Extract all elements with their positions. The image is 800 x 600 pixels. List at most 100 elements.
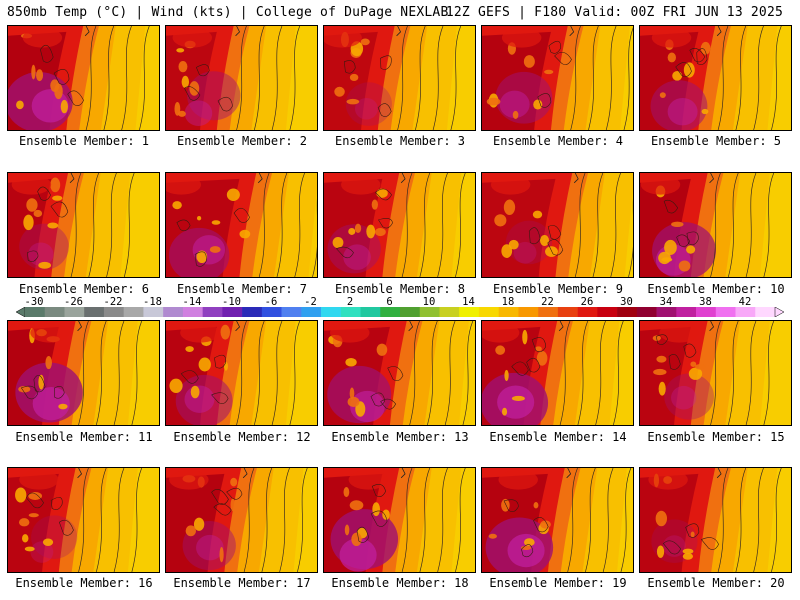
colorbar-segment bbox=[123, 307, 144, 317]
colorbar-segment bbox=[25, 307, 46, 317]
colorbar-segment bbox=[676, 307, 697, 317]
colorbar-tick-label: 6 bbox=[386, 296, 393, 308]
ensemble-member-map bbox=[639, 320, 792, 426]
member-label: Ensemble Member: 6 bbox=[18, 282, 150, 296]
ensemble-member-map bbox=[481, 172, 634, 278]
colorbar-segment bbox=[301, 307, 322, 317]
member-label: Ensemble Member: 3 bbox=[334, 134, 466, 148]
colorbar-tick-label: -14 bbox=[182, 296, 202, 308]
colorbar-segment bbox=[103, 307, 124, 317]
colorbar-segment bbox=[281, 307, 302, 317]
ensemble-member-map bbox=[7, 467, 160, 573]
member-label: Ensemble Member: 18 bbox=[331, 576, 469, 590]
colorbar-segment bbox=[163, 307, 184, 317]
temperature-colorbar bbox=[16, 307, 784, 317]
colorbar-tick-label: -30 bbox=[24, 296, 44, 308]
colorbar-segment bbox=[518, 307, 539, 317]
member-label: Ensemble Member: 11 bbox=[15, 430, 153, 444]
colorbar-tick-label: 38 bbox=[699, 296, 712, 308]
colorbar-segment bbox=[459, 307, 480, 317]
member-label: Ensemble Member: 20 bbox=[647, 576, 785, 590]
colorbar-segment bbox=[242, 307, 263, 317]
colorbar-tick-label: 22 bbox=[541, 296, 554, 308]
colorbar-tick-label: 42 bbox=[738, 296, 752, 308]
colorbar-extend-arrow bbox=[774, 307, 784, 317]
member-label: Ensemble Member: 2 bbox=[176, 134, 308, 148]
colorbar-segment bbox=[202, 307, 223, 317]
ensemble-member-map bbox=[7, 172, 160, 278]
colorbar-tick-label: 30 bbox=[620, 296, 633, 308]
ensemble-member-map bbox=[323, 25, 476, 131]
ensemble-member-map bbox=[481, 25, 634, 131]
colorbar-segment bbox=[380, 307, 401, 317]
colorbar-segment bbox=[557, 307, 578, 317]
colorbar-segment bbox=[400, 307, 421, 317]
member-label: Ensemble Member: 5 bbox=[650, 134, 782, 148]
member-label: Ensemble Member: 1 bbox=[18, 134, 150, 148]
ensemble-member-map bbox=[481, 320, 634, 426]
member-label: Ensemble Member: 13 bbox=[331, 430, 469, 444]
colorbar-tick-label: 14 bbox=[462, 296, 475, 308]
ensemble-member-map bbox=[323, 467, 476, 573]
colorbar-tick-label: 2 bbox=[346, 296, 354, 308]
colorbar-segment bbox=[577, 307, 598, 317]
colorbar-segment bbox=[84, 307, 105, 317]
ensemble-member-map bbox=[7, 320, 160, 426]
colorbar-tick-label: -10 bbox=[222, 296, 241, 308]
colorbar-segment bbox=[636, 307, 657, 317]
colorbar-tick-label: 18 bbox=[501, 296, 515, 308]
member-label: Ensemble Member: 12 bbox=[173, 430, 311, 444]
member-label: Ensemble Member: 19 bbox=[489, 576, 627, 590]
member-label: Ensemble Member: 4 bbox=[492, 134, 624, 148]
model-run-info: 12Z GEFS | F180 Valid: 00Z FRI JUN 13 20… bbox=[445, 5, 783, 20]
ensemble-member-map bbox=[165, 467, 318, 573]
colorbar-extend-arrow bbox=[16, 307, 26, 317]
colorbar-tick-label: 34 bbox=[659, 296, 673, 308]
map-title: 850mb Temp (°C) | Wind (kts) | College o… bbox=[7, 5, 449, 20]
colorbar-segment bbox=[182, 307, 203, 317]
colorbar-segment bbox=[143, 307, 164, 317]
ensemble-member-map bbox=[7, 25, 160, 131]
ensemble-member-map bbox=[165, 172, 318, 278]
colorbar-segment bbox=[735, 307, 756, 317]
colorbar-segment bbox=[44, 307, 65, 317]
ensemble-member-map bbox=[165, 320, 318, 426]
member-label: Ensemble Member: 7 bbox=[176, 282, 308, 296]
colorbar-tick-label: -6 bbox=[264, 296, 278, 308]
member-label: Ensemble Member: 10 bbox=[647, 282, 785, 296]
colorbar-segment bbox=[419, 307, 440, 317]
colorbar-segment bbox=[656, 307, 677, 317]
member-label: Ensemble Member: 14 bbox=[489, 430, 627, 444]
ensemble-member-map bbox=[639, 467, 792, 573]
colorbar-segment bbox=[478, 307, 499, 317]
colorbar-segment bbox=[597, 307, 618, 317]
colorbar-segment bbox=[498, 307, 519, 317]
colorbar-segment bbox=[222, 307, 243, 317]
colorbar-tick-label: -18 bbox=[143, 296, 162, 308]
ensemble-member-map bbox=[639, 25, 792, 131]
ensemble-member-map bbox=[165, 25, 318, 131]
ensemble-member-map bbox=[481, 467, 634, 573]
member-label: Ensemble Member: 15 bbox=[647, 430, 785, 444]
colorbar-segment bbox=[439, 307, 460, 317]
ensemble-member-map bbox=[323, 320, 476, 426]
member-label: Ensemble Member: 17 bbox=[173, 576, 311, 590]
colorbar-segment bbox=[261, 307, 282, 317]
colorbar-segment bbox=[340, 307, 361, 317]
ensemble-member-map bbox=[323, 172, 476, 278]
colorbar-segment bbox=[360, 307, 381, 317]
colorbar-tick-label: 26 bbox=[580, 296, 594, 308]
colorbar-tick-label: -26 bbox=[64, 296, 83, 308]
member-label: Ensemble Member: 16 bbox=[15, 576, 153, 590]
colorbar-tick-label: -22 bbox=[103, 296, 123, 308]
colorbar-segment bbox=[696, 307, 717, 317]
member-label: Ensemble Member: 9 bbox=[492, 282, 624, 296]
colorbar-tick-label: 10 bbox=[422, 296, 436, 308]
colorbar-segment bbox=[64, 307, 85, 317]
ensemble-member-map bbox=[639, 172, 792, 278]
colorbar-segment bbox=[617, 307, 638, 317]
member-label: Ensemble Member: 8 bbox=[334, 282, 466, 296]
colorbar-tick-label: -2 bbox=[304, 296, 317, 308]
colorbar-segment bbox=[755, 307, 776, 317]
colorbar-segment bbox=[321, 307, 342, 317]
